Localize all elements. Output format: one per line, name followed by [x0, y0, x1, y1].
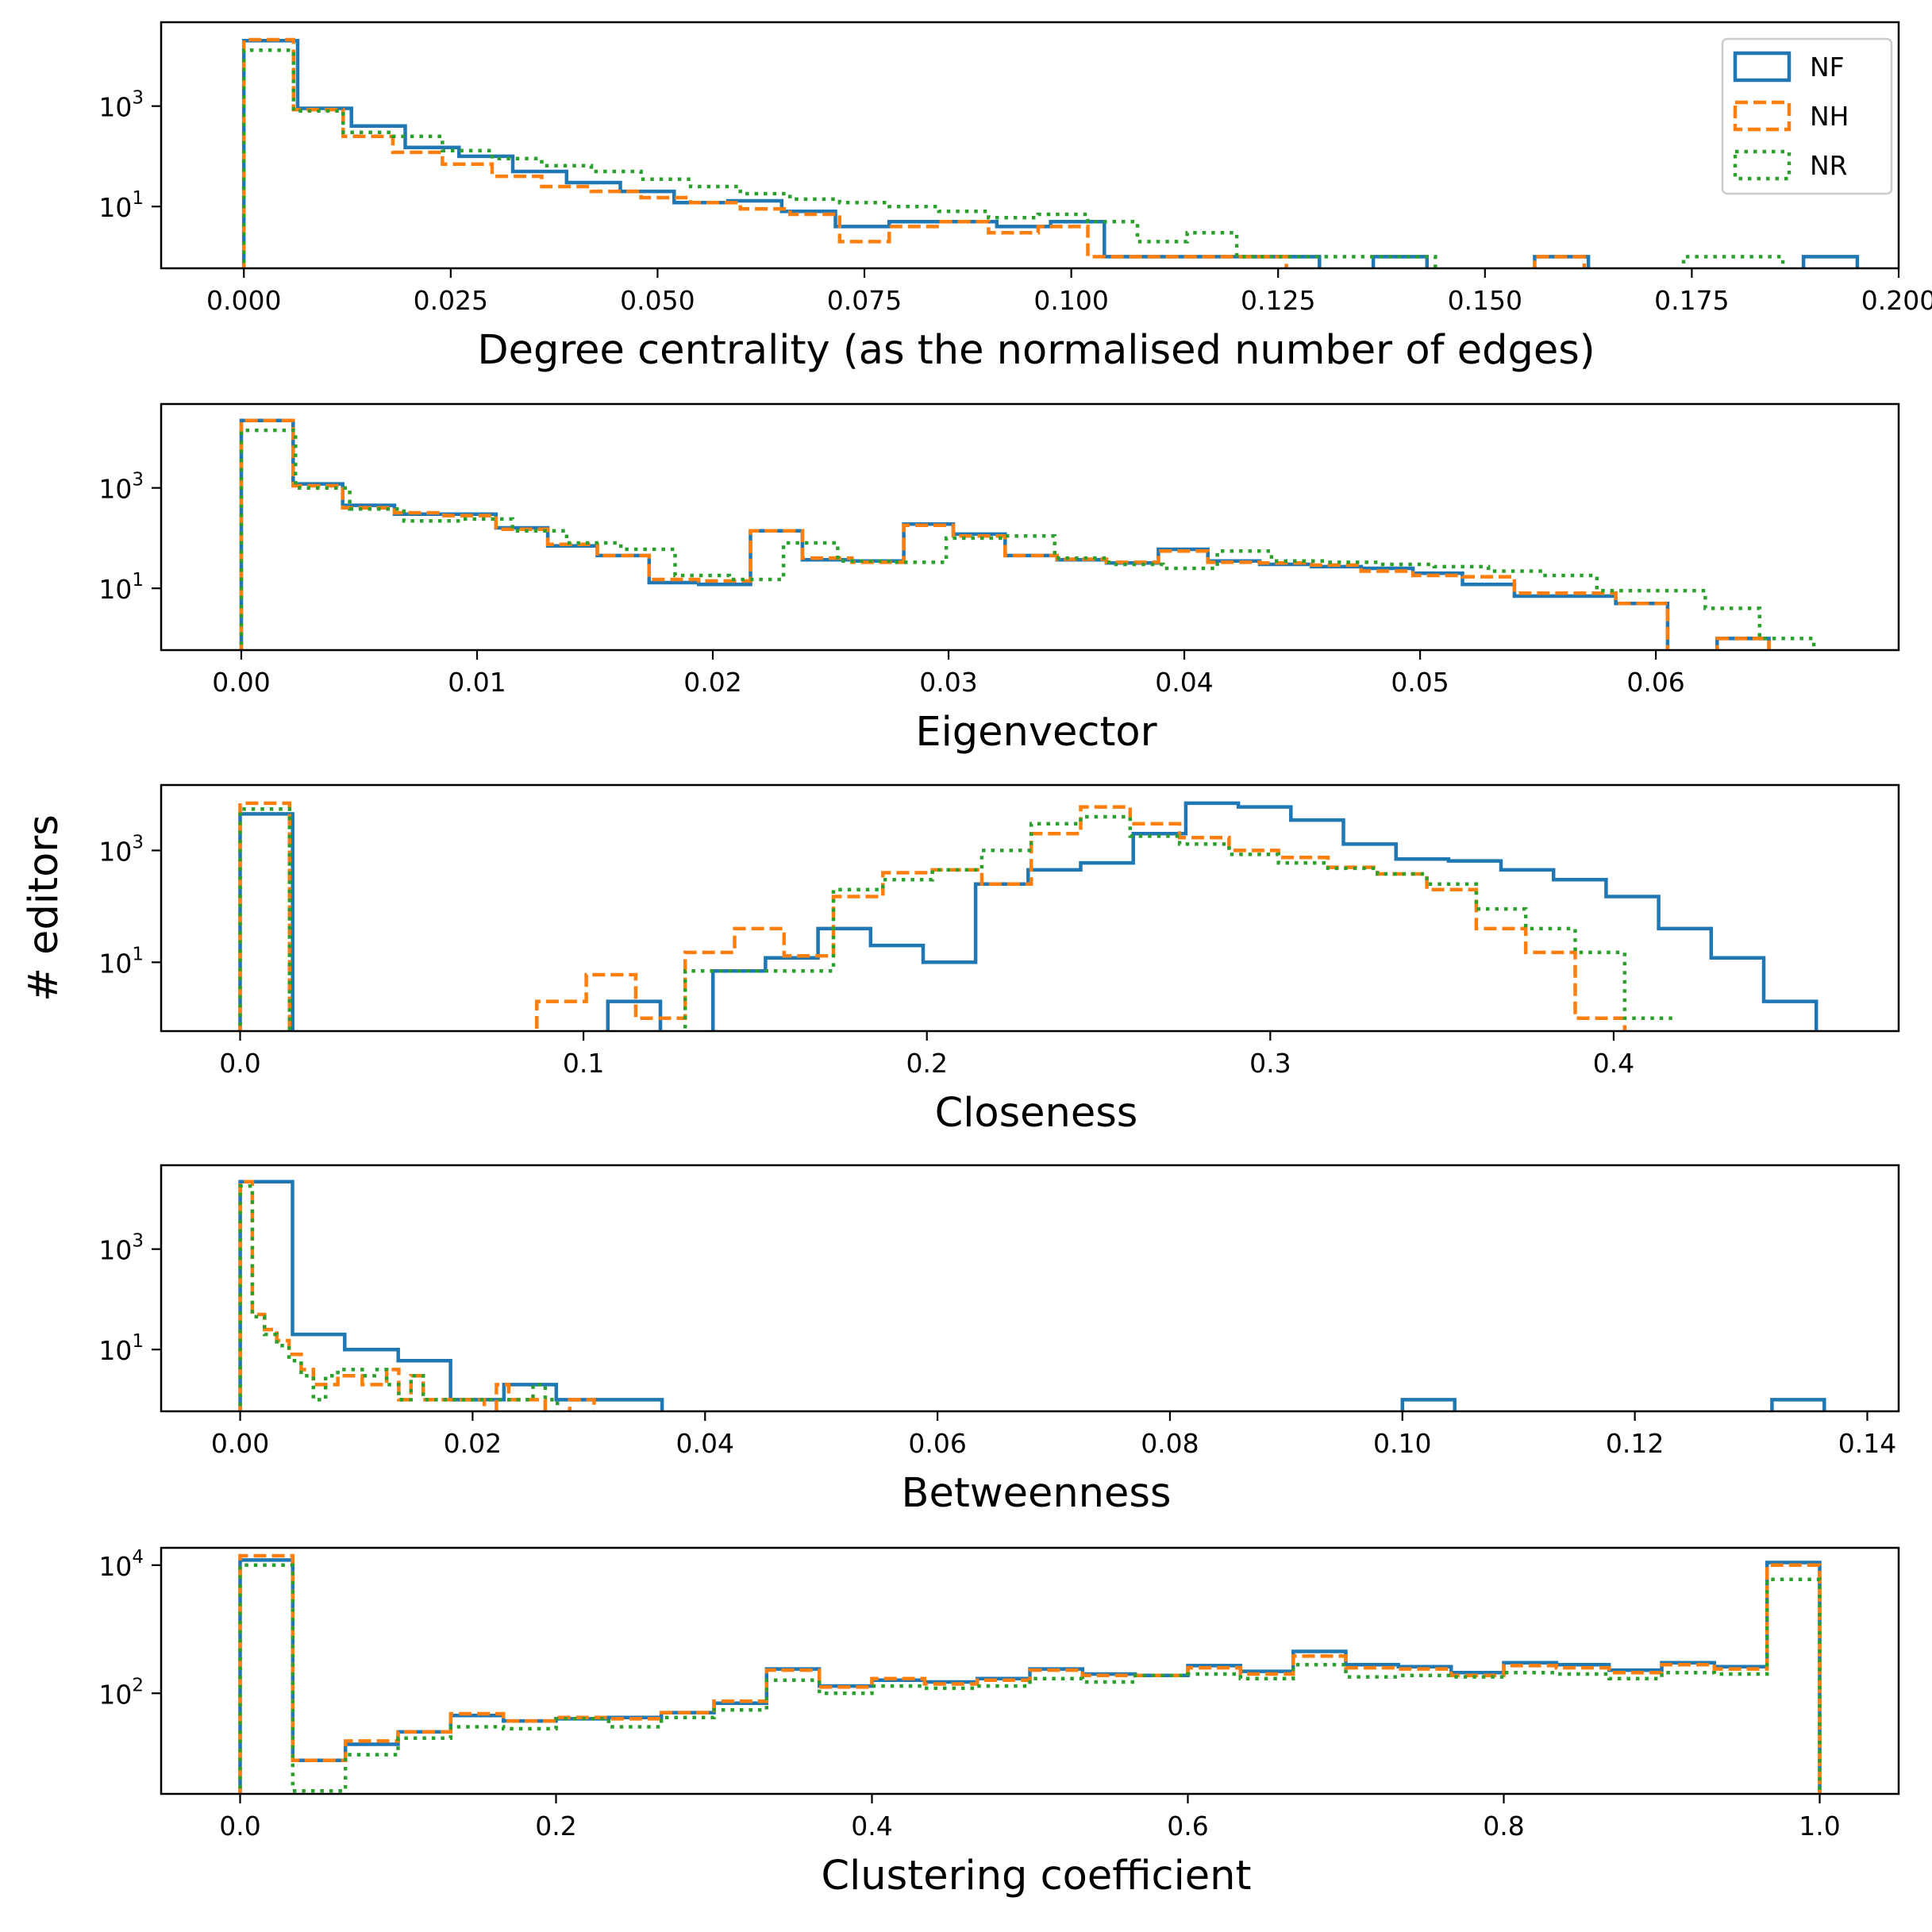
x-tick-label: 0.2 [535, 1811, 576, 1842]
x-tick-label: 0.08 [1141, 1428, 1199, 1459]
x-tick-label: 0.12 [1606, 1428, 1664, 1459]
x-tick-label: 0.200 [1861, 285, 1932, 316]
legend: NF NH NR [1721, 37, 1893, 195]
y-tick-label: 101 [98, 188, 144, 223]
x-tick-label: 0.3 [1249, 1048, 1291, 1079]
x-tick-label: 0.03 [919, 667, 977, 698]
axes-frame [160, 783, 1900, 1033]
x-axis-label: Degree centrality (as the normalised num… [477, 327, 1595, 374]
x-tick-label: 0.8 [1483, 1811, 1524, 1842]
x-tick-label: 0.025 [414, 285, 488, 316]
x-tick-label: 0.125 [1241, 285, 1315, 316]
x-tick-label: 0.04 [676, 1428, 734, 1459]
series-group [238, 1553, 1822, 1794]
x-tick-label: 0.2 [906, 1048, 947, 1079]
y-tick-label: 103 [98, 88, 144, 123]
x-tick-label: 0.100 [1033, 285, 1108, 316]
x-tick-label: 0.6 [1167, 1811, 1208, 1842]
series-nr-step [238, 1183, 560, 1411]
legend-swatch-nr [1733, 149, 1792, 181]
x-tick-label: 0.04 [1155, 667, 1213, 698]
series-nh-step [238, 801, 1627, 1031]
x-tick-label: 0.14 [1838, 1428, 1896, 1459]
y-tick-label: 103 [98, 470, 144, 505]
x-tick-label: 0.150 [1448, 285, 1522, 316]
x-tick-label: 0.02 [683, 667, 741, 698]
legend-swatch-nh [1733, 100, 1792, 132]
x-tick-label: 0.02 [444, 1428, 502, 1459]
x-tick-label: 0.01 [448, 667, 506, 698]
y-tick-label: 101 [98, 1331, 144, 1366]
x-tick-label: 0.050 [620, 285, 695, 316]
series-nr-step [238, 1563, 1822, 1794]
y-tick-label: 101 [98, 944, 144, 979]
y-tick-label: 103 [98, 1231, 144, 1266]
series-nh-step [238, 1553, 1822, 1794]
panel-2: 0.00 0.01 0.02 0.03 0.04 0.05 0.06 101 103 Eigenv… [98, 402, 1900, 756]
panel-5: 0.0 0.2 0.4 0.6 0.8 1.0 102 104 Clustering coeff… [98, 1546, 1900, 1899]
legend-label-nf: NF [1810, 52, 1845, 83]
series-group [241, 37, 1860, 268]
axes-frame [160, 1164, 1900, 1413]
series-nr-step [239, 428, 1816, 650]
series-group [238, 1180, 1826, 1411]
axes-frame [160, 1546, 1900, 1795]
figure-ylabel: # editors [21, 814, 67, 1002]
x-tick-label: 0.06 [1626, 667, 1684, 698]
x-tick-label: 0.0 [219, 1811, 260, 1842]
panel-3: 0.0 0.1 0.2 0.3 0.4 101 103 Closeness [98, 783, 1900, 1137]
axes-frame [160, 21, 1900, 270]
x-tick-label: 1.0 [1799, 1811, 1840, 1842]
panel-1: 0.000 0.025 0.050 0.075 0.100 0.125 0.150 0.175… [98, 21, 1932, 374]
legend-label-nr: NR [1810, 150, 1848, 181]
y-tick-label: 103 [98, 832, 144, 867]
x-tick-label: 0.06 [908, 1428, 966, 1459]
x-axis-label: Eigenvector [915, 709, 1157, 756]
legend-label-nh: NH [1810, 101, 1849, 132]
panel-4: 0.00 0.02 0.04 0.06 0.08 0.10 0.12 0.14 101 103 Be… [98, 1164, 1900, 1517]
y-tick-label: 102 [98, 1675, 144, 1710]
x-tick-label: 0.0 [219, 1048, 260, 1079]
series-nf-step [238, 801, 1818, 1031]
x-tick-label: 0.075 [827, 285, 902, 316]
series-group [239, 418, 1816, 650]
x-tick-label: 0.4 [851, 1811, 892, 1842]
x-tick-label: 0.4 [1593, 1048, 1634, 1079]
series-nr-step [238, 807, 1675, 1031]
series-nf-step [238, 1180, 1826, 1411]
y-tick-label: 104 [98, 1547, 144, 1582]
panels: 0.000 0.025 0.050 0.075 0.100 0.125 0.150 0.175… [98, 21, 1932, 1899]
x-axis-label: Clustering coefficient [822, 1853, 1252, 1899]
x-tick-label: 0.000 [206, 285, 281, 316]
x-tick-label: 0.00 [211, 1428, 269, 1459]
axes-frame [160, 402, 1900, 652]
x-tick-label: 0.175 [1654, 285, 1729, 316]
series-nh-step [238, 1180, 596, 1411]
x-axis-label: Betweenness [902, 1470, 1172, 1517]
legend-box [1721, 37, 1893, 195]
x-tick-label: 0.05 [1391, 667, 1449, 698]
series-nh-step [239, 418, 1771, 650]
y-tick-label: 101 [98, 570, 144, 605]
x-tick-label: 0.10 [1373, 1428, 1431, 1459]
x-tick-label: 0.1 [563, 1048, 604, 1079]
series-group [238, 801, 1818, 1031]
x-tick-label: 0.00 [212, 667, 270, 698]
legend-swatch-nf [1733, 51, 1792, 83]
x-axis-label: Closeness [935, 1090, 1138, 1137]
